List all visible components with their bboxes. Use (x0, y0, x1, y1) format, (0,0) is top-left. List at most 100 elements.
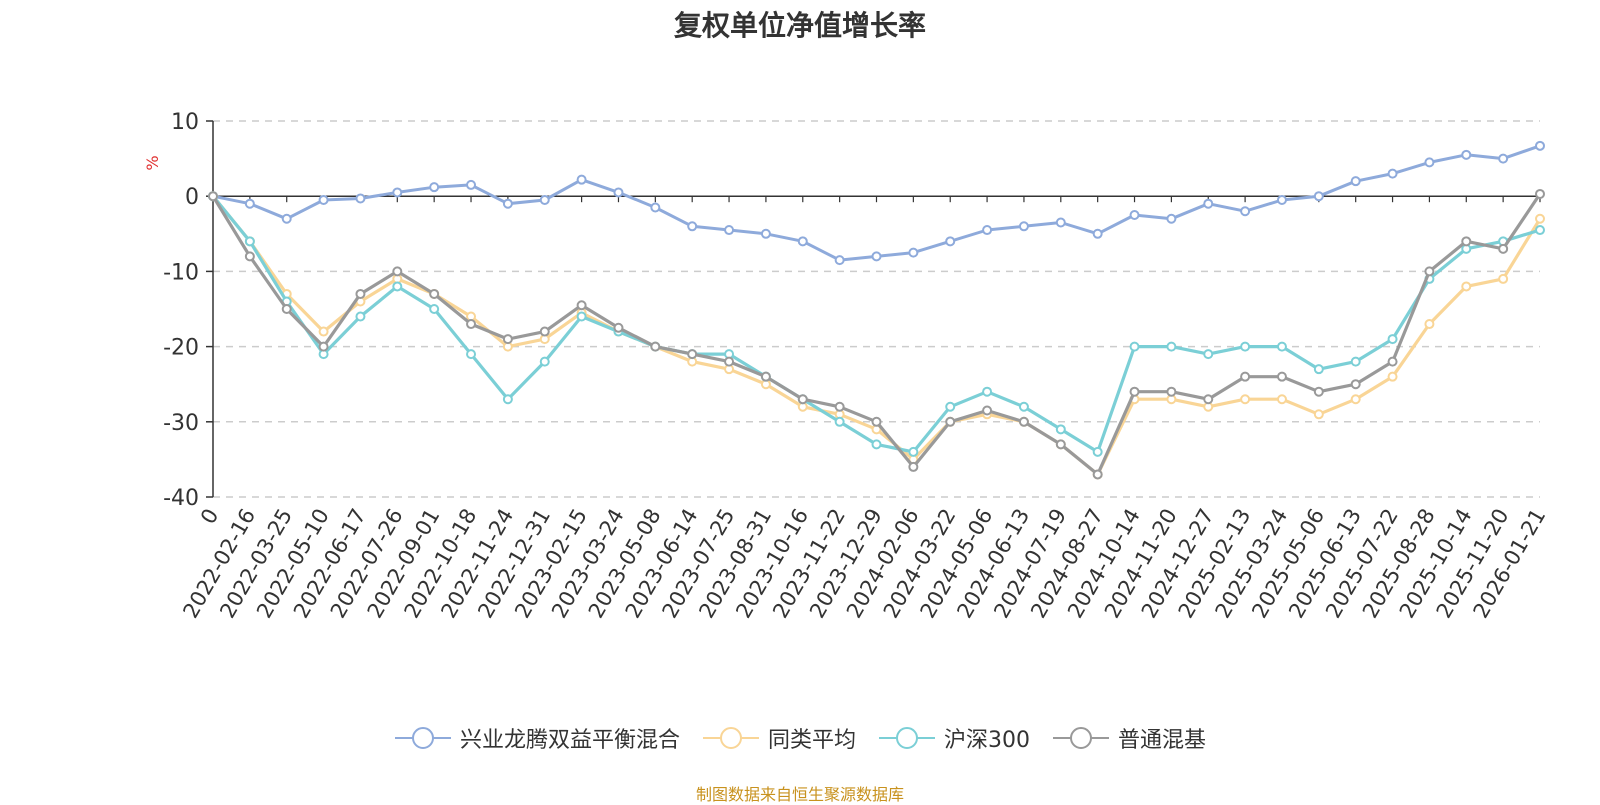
data-point (1313, 409, 1324, 420)
legend-item-category-average[interactable]: 同类平均 (702, 722, 856, 754)
data-point (502, 198, 513, 209)
data-point (281, 213, 292, 224)
data-point (208, 191, 218, 202)
data-point (613, 187, 624, 198)
data-point (1350, 379, 1361, 390)
data-point (355, 288, 366, 299)
legend-symbol-category-average-icon (702, 727, 759, 749)
data-point (1461, 236, 1472, 247)
data-point (797, 236, 808, 247)
legend-symbol-fund-icon (394, 727, 451, 749)
data-point (1055, 424, 1066, 435)
x-tick-label: 0 (196, 505, 223, 529)
data-point (1387, 356, 1398, 367)
data-point (1535, 225, 1545, 236)
data-point (1018, 416, 1029, 427)
legend-label-fund: 兴业龙腾双益平衡混合 (459, 728, 680, 753)
data-point (797, 394, 808, 405)
data-point (871, 251, 882, 262)
series-layer (208, 140, 1545, 480)
y-tick-label: -40 (163, 486, 199, 511)
data-point (1166, 341, 1177, 352)
data-point (502, 394, 513, 405)
legend-label-category-average: 同类平均 (767, 728, 856, 753)
legend-symbol-csi300-icon (879, 727, 935, 749)
data-point (1240, 394, 1251, 405)
data-point (466, 319, 477, 330)
legend-symbol-hybrid-fund-index-icon (1053, 727, 1109, 749)
series-line-0 (212, 144, 1541, 262)
data-point (613, 322, 624, 333)
y-tick-label: -20 (163, 336, 199, 361)
data-point (576, 300, 587, 311)
data-point (1350, 356, 1361, 367)
data-point (1535, 213, 1545, 224)
data-point (466, 349, 477, 360)
data-point (908, 247, 919, 258)
legend-label-csi300: 沪深300 (944, 728, 1030, 753)
data-point (576, 311, 587, 322)
data-point (244, 236, 255, 247)
legend-label-hybrid-fund-index: 普通混基 (1118, 728, 1207, 753)
data-point (1240, 371, 1251, 382)
data-point (1129, 386, 1140, 397)
data-point (982, 405, 993, 416)
data-point (1055, 439, 1066, 450)
data-point (502, 334, 513, 345)
data-point (908, 446, 919, 457)
data-point (945, 236, 956, 247)
data-point (1166, 386, 1177, 397)
data-point (834, 255, 845, 266)
y-tick-label: 0 (185, 185, 199, 210)
data-point (650, 341, 661, 352)
data-point (834, 401, 845, 412)
data-point (945, 401, 956, 412)
data-point (1055, 217, 1066, 228)
data-point (1424, 319, 1435, 330)
data-point (982, 386, 993, 397)
data-point (724, 356, 735, 367)
data-point (1350, 394, 1361, 405)
chart-title: 复权单位净值增长率 (673, 9, 926, 42)
y-tick-label: -30 (163, 411, 199, 436)
data-point (539, 356, 550, 367)
data-point (576, 174, 587, 185)
data-point (429, 288, 440, 299)
data-point (318, 341, 329, 352)
data-point (1313, 364, 1324, 375)
data-point (392, 187, 403, 198)
data-point (355, 311, 366, 322)
data-point (1276, 194, 1287, 205)
data-point (687, 349, 698, 360)
data-point (1313, 191, 1324, 202)
data-point (1203, 394, 1214, 405)
data-point (650, 202, 661, 213)
data-point (834, 416, 845, 427)
data-point (908, 461, 919, 472)
legend-item-hybrid-fund-index[interactable]: 普通混基 (1052, 722, 1206, 754)
y-tick-label: 10 (171, 110, 199, 135)
series-line-2 (211, 195, 1541, 454)
data-point (1276, 394, 1287, 405)
data-point (1240, 206, 1251, 217)
data-point (1498, 153, 1509, 164)
legend-item-fund[interactable]: 兴业龙腾双益平衡混合 (394, 722, 680, 754)
data-point (1092, 446, 1103, 457)
legend-item-csi300[interactable]: 沪深300 (878, 722, 1030, 754)
data-point (355, 193, 366, 204)
data-point (1166, 213, 1177, 224)
data-point (1018, 221, 1029, 232)
data-point (1535, 140, 1545, 151)
data-point (429, 304, 440, 314)
data-point (687, 221, 698, 232)
data-point (760, 371, 771, 382)
data-point (1276, 341, 1287, 352)
data-point (1498, 273, 1509, 284)
data-point (1240, 341, 1251, 352)
data-point (1461, 149, 1472, 160)
data-point (1129, 341, 1140, 352)
data-point (871, 439, 882, 450)
data-point (1387, 371, 1398, 382)
data-point (392, 266, 403, 277)
